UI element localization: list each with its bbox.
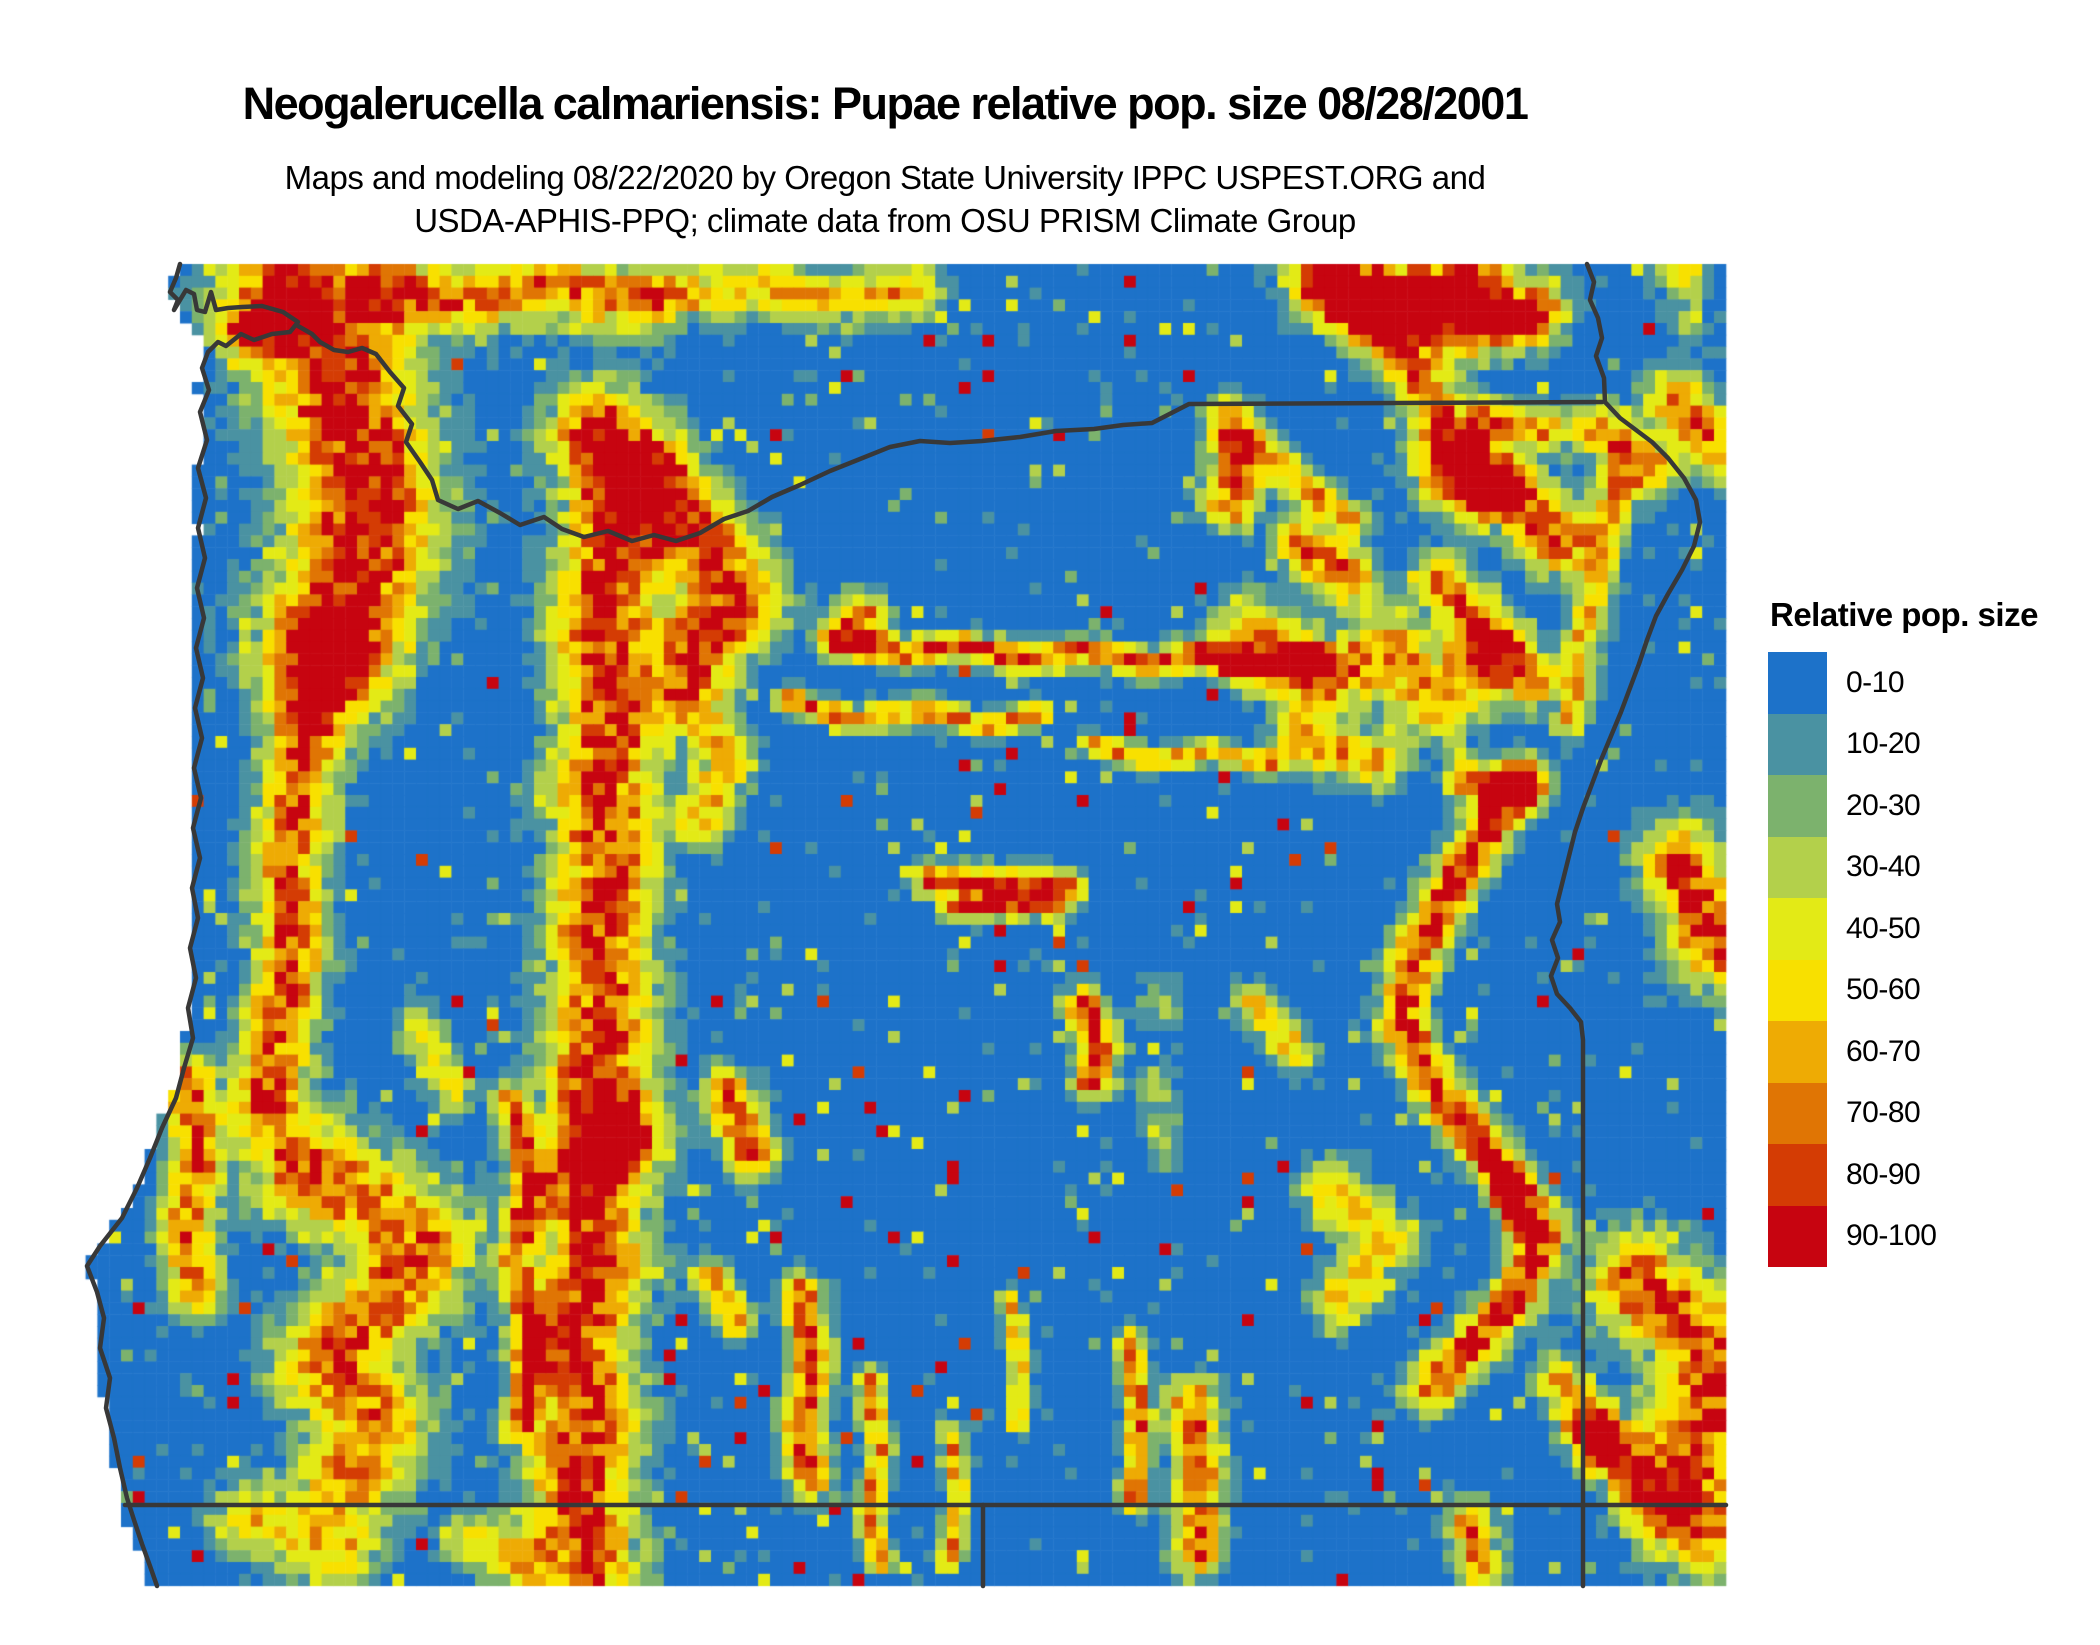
legend-swatch-80-90 (1768, 1144, 1827, 1206)
legend-item: 80-90 (1768, 1144, 2098, 1206)
legend-label: 20-30 (1846, 788, 1921, 822)
legend-item: 90-100 (1768, 1205, 2098, 1267)
legend-item: 10-20 (1768, 713, 2098, 775)
legend-label: 90-100 (1846, 1219, 1937, 1253)
legend-title: Relative pop. size (1770, 596, 2038, 633)
legend-item: 50-60 (1768, 959, 2098, 1021)
legend-label: 30-40 (1846, 850, 1921, 884)
legend-swatch-20-30 (1768, 775, 1827, 837)
legend-label: 10-20 (1846, 727, 1921, 761)
legend-swatch-90-100 (1768, 1205, 1827, 1267)
legend: Relative pop. size 0-10 10-20 20-30 30-4… (1768, 596, 2098, 1267)
legend-item: 60-70 (1768, 1021, 2098, 1083)
legend-label: 80-90 (1846, 1157, 1921, 1191)
snake-river-washington (1584, 261, 1608, 405)
legend-swatch-30-40 (1768, 836, 1827, 898)
legend-item: 0-10 (1768, 652, 2098, 714)
legend-item: 30-40 (1768, 836, 2098, 898)
coastline (84, 261, 301, 1589)
legend-label: 0-10 (1846, 665, 1905, 699)
legend-swatch-60-70 (1768, 1021, 1827, 1083)
legend-swatch-40-50 (1768, 898, 1827, 960)
legend-label: 50-60 (1846, 973, 1921, 1007)
legend-swatch-0-10 (1768, 652, 1827, 714)
snake-river-idaho-border (1548, 399, 1703, 1589)
legend-label: 60-70 (1846, 1034, 1921, 1068)
legend-swatch-10-20 (1768, 713, 1827, 775)
legend-item: 40-50 (1768, 898, 2098, 960)
columbia-river-north-border (295, 323, 1605, 544)
legend-item: 70-80 (1768, 1082, 2098, 1144)
legend-swatch-50-60 (1768, 959, 1827, 1021)
legend-item: 20-30 (1768, 775, 2098, 837)
legend-label: 70-80 (1846, 1096, 1921, 1130)
legend-swatch-70-80 (1768, 1082, 1827, 1144)
legend-label: 40-50 (1846, 911, 1921, 945)
